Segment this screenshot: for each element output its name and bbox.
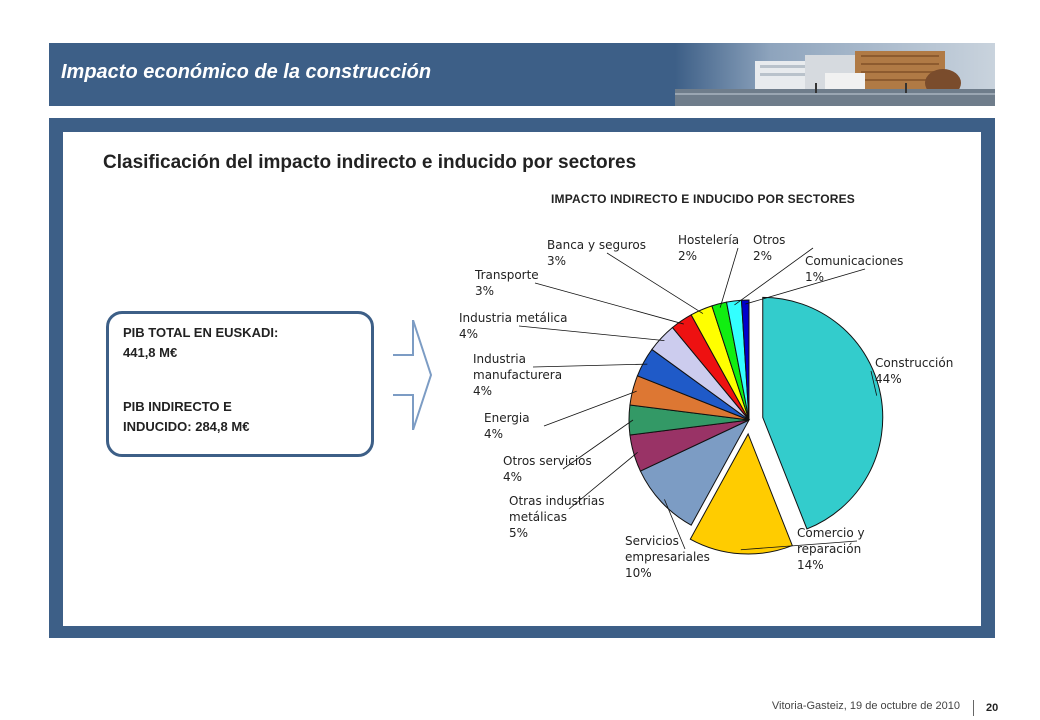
content-panel: Clasificación del impacto indirecto e in… bbox=[63, 132, 981, 626]
footer-divider bbox=[973, 700, 974, 716]
right-arrow-icon bbox=[393, 320, 433, 430]
leader-line-6 bbox=[532, 363, 648, 368]
gdp-info-box: PIB TOTAL EN EUSKADI: 441,8 M€ PIB INDIR… bbox=[106, 311, 374, 457]
leader-line-10 bbox=[719, 247, 739, 308]
pie-slice-0 bbox=[762, 296, 884, 530]
pie-chart: Construcción 44% Comercio y reparación 14% Se… bbox=[459, 233, 953, 580]
leader-line-0 bbox=[870, 370, 878, 396]
leader-line-9 bbox=[606, 252, 704, 314]
leader-line-1 bbox=[740, 540, 858, 551]
leader-line-2 bbox=[664, 499, 686, 550]
pie-slice-12 bbox=[740, 299, 750, 421]
gdp-total-value: 441,8 M€ bbox=[123, 345, 178, 360]
pie-slice-1 bbox=[689, 432, 793, 555]
leader-line-3 bbox=[568, 452, 638, 510]
section-title: Clasificación del impacto indirecto e in… bbox=[103, 152, 637, 173]
leader-line-5 bbox=[543, 390, 637, 427]
slice-label-9: Banca y seguros 3% bbox=[547, 238, 646, 268]
building-photo bbox=[675, 43, 995, 106]
gdp-indirect-value: INDUCIDO: 284,8 M€ bbox=[123, 419, 250, 434]
header-band: Impacto económico de la construcción bbox=[49, 43, 995, 106]
pie-slice-2 bbox=[639, 418, 751, 526]
leader-line-8 bbox=[534, 282, 684, 325]
footer-location-date: Vitoria-Gasteiz, 19 de octubre de 2010 bbox=[771, 700, 960, 712]
slice-label-1: Comercio y reparación 14% bbox=[797, 526, 865, 572]
slice-label-11: Otros 2% bbox=[753, 233, 785, 263]
slice-label-6: Industria manufacturera 4% bbox=[473, 352, 562, 398]
slice-label-12: Comunicaciones 1% bbox=[805, 254, 903, 284]
leader-line-11 bbox=[734, 247, 814, 306]
leader-line-12 bbox=[745, 268, 866, 305]
slice-label-5: Energia 4% bbox=[484, 411, 530, 441]
slice-label-10: Hostelería 2% bbox=[678, 233, 739, 263]
content-frame: Clasificación del impacto indirecto e in… bbox=[49, 118, 995, 638]
leader-line-4 bbox=[562, 419, 634, 470]
gdp-indirect-label: PIB INDIRECTO E bbox=[123, 399, 232, 414]
slice-label-3: Otras industrias metálicas 5% bbox=[509, 494, 605, 540]
page-title: Impacto económico de la construcción bbox=[61, 61, 432, 83]
page-number: 20 bbox=[986, 702, 999, 714]
slice-label-4: Otros servicios 4% bbox=[503, 454, 592, 484]
slice-label-0: Construcción 44% bbox=[875, 356, 953, 386]
chart-title: IMPACTO INDIRECTO E INDUCIDO POR SECTORE… bbox=[551, 192, 856, 206]
slice-label-8: Transporte 3% bbox=[474, 268, 539, 298]
slice-label-7: Industria metálica 4% bbox=[459, 311, 568, 341]
leader-line-7 bbox=[518, 325, 665, 341]
gdp-total-label: PIB TOTAL EN EUSKADI: bbox=[123, 325, 279, 340]
slice-label-2: Servicios empresariales 10% bbox=[625, 534, 710, 580]
